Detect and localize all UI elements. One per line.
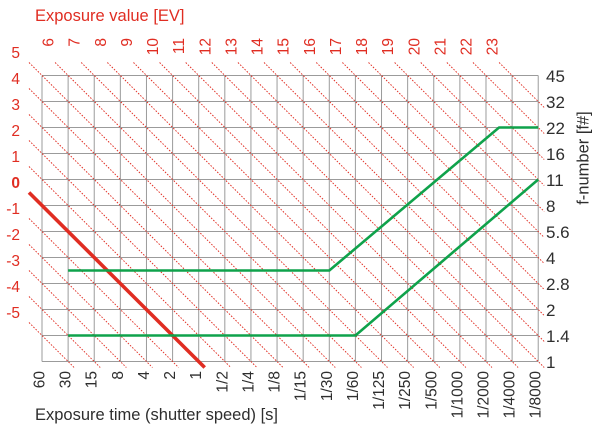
ev-left-tick-label: -1 — [6, 201, 20, 218]
f-number-tick-label: 1 — [546, 353, 555, 372]
ev-diagonal — [28, 270, 127, 368]
x-tick-label: 1/60 — [345, 371, 362, 402]
f-number-tick-label: 45 — [546, 67, 565, 86]
f-number-tick-label: 22 — [546, 119, 565, 138]
ev-top-tick-label: 23 — [485, 38, 502, 55]
x-axis-title: Exposure time (shutter speed) [s] — [35, 406, 279, 424]
x-tick-label: 1 — [188, 371, 205, 380]
ev-top-tick-label: 14 — [250, 38, 267, 56]
ev-diagonal — [107, 62, 414, 368]
ev-top-tick-label: 12 — [197, 38, 214, 55]
ev-top-tick-label: 22 — [458, 38, 475, 55]
f-number-tick-label: 1.4 — [546, 327, 570, 346]
ev-diagonal — [28, 140, 258, 368]
x-tick-label: 8 — [110, 371, 127, 380]
ev-top-tick-label: 19 — [380, 38, 397, 55]
ev-left-tick-label: -2 — [6, 227, 20, 244]
ev-top-tick-label: 15 — [276, 38, 293, 55]
ev-top-tick-label: 7 — [67, 38, 84, 47]
ev-diagonal — [211, 62, 519, 368]
ev-diagonal — [498, 62, 545, 108]
ev-left-tick-label: 0 — [11, 175, 20, 192]
ev-top-tick-label: 18 — [354, 38, 371, 55]
ev-diagonal — [420, 62, 545, 186]
ev-top-tick-label: 8 — [93, 38, 110, 47]
ev-diagonal — [133, 62, 441, 368]
ev-diagonal — [28, 114, 284, 368]
ev-diagonal — [28, 62, 336, 368]
ev-top-tick-label: 20 — [406, 38, 423, 56]
ev-left-tick-label: 1 — [11, 149, 20, 166]
ev-top-tick-label: 6 — [41, 38, 58, 47]
ev-diagonal — [263, 62, 545, 342]
f-number-tick-label: 5.6 — [546, 223, 570, 242]
ev-diagonal — [28, 296, 101, 368]
x-tick-label: 1/15 — [293, 371, 310, 401]
ev-top-tick-label: 11 — [171, 38, 188, 54]
ev-top-tick-label: 10 — [145, 38, 162, 56]
ev-left-tick-label: -4 — [6, 279, 20, 296]
x-tick-label: 2 — [162, 371, 179, 380]
x-tick-label: 1/2 — [214, 371, 231, 393]
ev-diagonal — [342, 62, 545, 264]
ev-diagonal — [289, 62, 545, 316]
ev-diagonal — [237, 62, 545, 368]
x-tick-label: 1/4 — [240, 371, 257, 393]
ev-diagonal-bold — [27, 191, 206, 369]
ev-diagonal — [28, 322, 75, 368]
ev-top-tick-label: 16 — [302, 38, 319, 55]
ev-left-tick-label: 4 — [11, 71, 20, 88]
x-tick-label: 1/2000 — [475, 371, 492, 419]
x-tick-label: 1/125 — [371, 371, 388, 410]
f-number-tick-label: 16 — [546, 145, 565, 164]
ev-left-tick-label: -5 — [6, 305, 20, 322]
x-tick-label: 1/500 — [423, 371, 440, 410]
ev-diagonal — [472, 62, 545, 134]
program-line-lower — [68, 178, 540, 337]
ev-left-tick-label: 5 — [11, 45, 20, 62]
ev-top-tick-label: 9 — [119, 38, 136, 47]
ev-diagonal — [28, 244, 153, 368]
x-tick-label: 15 — [84, 371, 101, 388]
ev-diagonal — [446, 62, 545, 160]
x-tick-label: 1/30 — [319, 371, 336, 402]
x-tick-label: 1/250 — [397, 371, 414, 410]
ev-diagonal — [28, 166, 232, 368]
ev-left-tick-label: 3 — [11, 97, 20, 114]
x-tick-label: 4 — [136, 371, 153, 380]
ev-axis-title: Exposure value [EV] — [35, 7, 185, 25]
f-number-tick-label: 11 — [546, 171, 564, 190]
x-tick-label: 60 — [32, 371, 49, 389]
x-tick-label: 1/1000 — [449, 371, 466, 419]
f-number-tick-label: 4 — [546, 249, 555, 268]
ev-diagonal — [368, 62, 545, 238]
f-number-tick-label: 2 — [546, 301, 555, 320]
ev-left-tick-label: -3 — [6, 253, 20, 270]
ev-top-tick-label: 17 — [328, 38, 345, 55]
ev-diagonal — [315, 62, 545, 290]
x-tick-label: 1/8000 — [528, 371, 545, 419]
ev-top-tick-label: 21 — [432, 38, 449, 55]
ev-diagonal — [394, 62, 545, 212]
ev-diagonal — [54, 62, 362, 368]
x-tick-label: 1/8 — [267, 371, 284, 393]
ev-left-tick-label: 2 — [11, 123, 20, 140]
ev-diagonal — [28, 88, 310, 368]
f-number-tick-label: 32 — [546, 93, 565, 112]
program-line-upper — [68, 126, 539, 272]
ev-diagonal — [159, 62, 467, 368]
x-tick-label: 30 — [58, 371, 75, 389]
ev-diagonal — [28, 218, 179, 368]
f-number-tick-label: 8 — [546, 197, 555, 216]
ev-diagonal — [185, 62, 493, 368]
ev-top-tick-label: 13 — [223, 38, 240, 55]
right-y-axis-title: f-number [f#] — [574, 111, 593, 205]
f-number-tick-label: 2.8 — [546, 275, 570, 294]
ev-diagonal — [80, 62, 388, 368]
x-tick-label: 1/4000 — [502, 371, 519, 419]
